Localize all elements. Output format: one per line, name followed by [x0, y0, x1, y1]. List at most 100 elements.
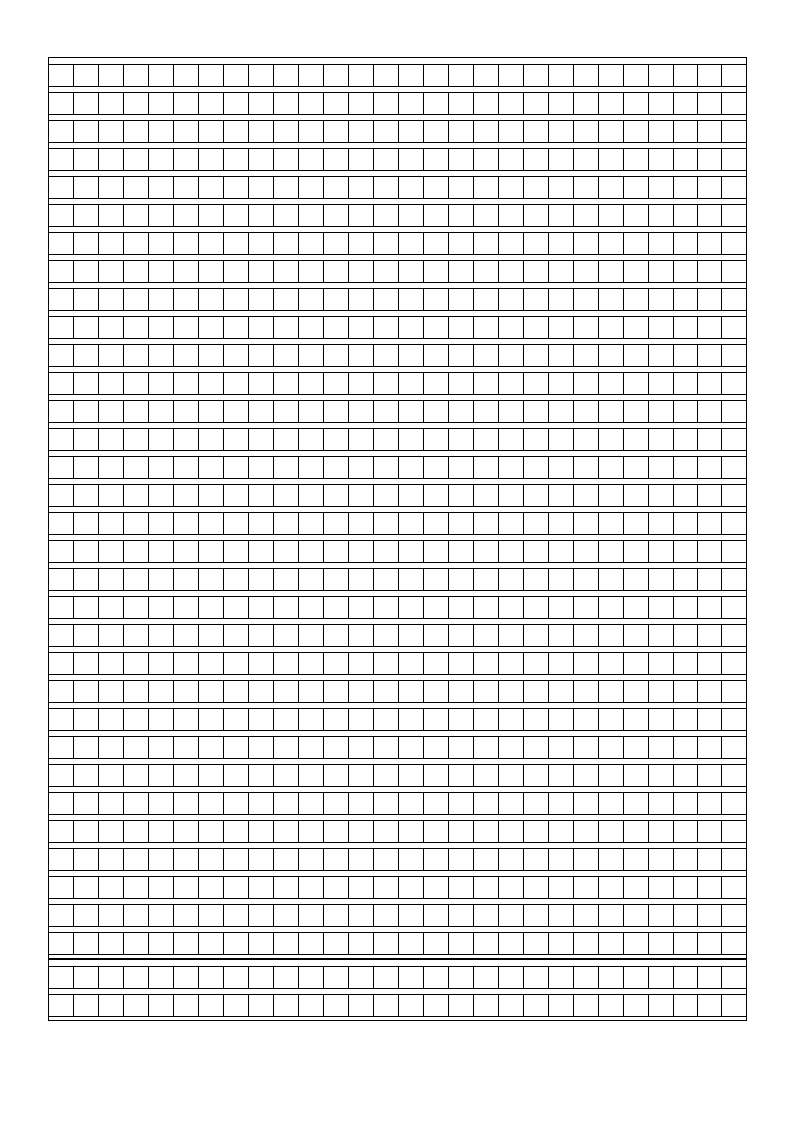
- grid-cell: [324, 373, 349, 394]
- grid-cell: [499, 569, 524, 590]
- grid-cell: [249, 709, 274, 730]
- row-spacer: [49, 870, 746, 877]
- grid-cell: [499, 765, 524, 786]
- grid-cell: [299, 821, 324, 842]
- grid-cell: [722, 737, 746, 758]
- grid-cell: [549, 793, 574, 814]
- grid-cell: [649, 261, 674, 282]
- grid-cell: [722, 65, 746, 86]
- grid-cell: [524, 625, 549, 646]
- grid-cell: [124, 905, 149, 926]
- grid-cell: [599, 457, 624, 478]
- grid-cell: [424, 205, 449, 226]
- grid-cell: [199, 261, 224, 282]
- grid-cell: [574, 345, 599, 366]
- grid-cell: [74, 625, 99, 646]
- grid-cell: [99, 793, 124, 814]
- row-spacer: [49, 988, 746, 995]
- grid-cell: [524, 541, 549, 562]
- grid-cell: [624, 457, 649, 478]
- grid-cell: [74, 597, 99, 618]
- grid-cell: [698, 93, 722, 114]
- grid-cell: [149, 177, 174, 198]
- grid-cell: [649, 681, 674, 702]
- grid-cell: [299, 121, 324, 142]
- grid-cell: [174, 317, 199, 338]
- grid-cell: [449, 737, 474, 758]
- grid-cell: [199, 233, 224, 254]
- grid-cell: [124, 261, 149, 282]
- grid-cell: [524, 681, 549, 702]
- grid-cell: [149, 967, 174, 988]
- grid-cell: [474, 93, 499, 114]
- grid-cell: [349, 289, 374, 310]
- grid-cell: [674, 995, 698, 1016]
- grid-cell: [449, 995, 474, 1016]
- grid-cell: [324, 569, 349, 590]
- grid-cell: [499, 233, 524, 254]
- grid-cell: [124, 345, 149, 366]
- grid-cell: [399, 485, 424, 506]
- grid-cell: [224, 877, 249, 898]
- grid-cell: [199, 905, 224, 926]
- grid-cell: [174, 905, 199, 926]
- grid-cell: [424, 401, 449, 422]
- grid-cell: [649, 569, 674, 590]
- grid-cell: [399, 995, 424, 1016]
- grid-cell: [324, 261, 349, 282]
- grid-row: [49, 709, 746, 730]
- grid-cell: [474, 289, 499, 310]
- grid-cell: [99, 709, 124, 730]
- grid-cell: [698, 849, 722, 870]
- grid-cell: [49, 289, 74, 310]
- grid-cell: [399, 569, 424, 590]
- grid-cell: [524, 401, 549, 422]
- row-spacer: [49, 1016, 746, 1020]
- grid-cell: [74, 821, 99, 842]
- grid-cell: [74, 121, 99, 142]
- grid-cell: [698, 429, 722, 450]
- grid-cell: [99, 149, 124, 170]
- grid-cell: [722, 709, 746, 730]
- grid-cell: [649, 877, 674, 898]
- manuscript-grid-sheet: [48, 57, 747, 1021]
- grid-cell: [399, 457, 424, 478]
- grid-cell: [574, 401, 599, 422]
- grid-cell: [149, 541, 174, 562]
- grid-cell: [722, 821, 746, 842]
- grid-cell: [374, 65, 399, 86]
- grid-cell: [674, 569, 698, 590]
- grid-row: [49, 121, 746, 142]
- grid-cell: [449, 429, 474, 450]
- row-spacer: [49, 960, 746, 967]
- row-spacer: [49, 170, 746, 177]
- grid-cell: [149, 933, 174, 954]
- grid-cell: [449, 149, 474, 170]
- grid-cell: [549, 317, 574, 338]
- grid-cell: [199, 597, 224, 618]
- grid-cell: [324, 597, 349, 618]
- grid-cell: [524, 905, 549, 926]
- grid-cell: [374, 373, 399, 394]
- grid-cell: [124, 681, 149, 702]
- grid-cell: [224, 597, 249, 618]
- grid-cell: [299, 289, 324, 310]
- grid-cell: [649, 233, 674, 254]
- grid-cell: [224, 373, 249, 394]
- grid-cell: [674, 93, 698, 114]
- grid-cell: [324, 485, 349, 506]
- grid-cell: [349, 373, 374, 394]
- grid-cell: [674, 765, 698, 786]
- grid-cell: [149, 93, 174, 114]
- grid-cell: [649, 625, 674, 646]
- grid-cell: [674, 821, 698, 842]
- grid-cell: [99, 205, 124, 226]
- grid-cell: [274, 93, 299, 114]
- grid-cell: [124, 569, 149, 590]
- grid-cell: [549, 877, 574, 898]
- grid-cell: [174, 373, 199, 394]
- grid-cell: [599, 289, 624, 310]
- grid-cell: [574, 261, 599, 282]
- grid-cell: [574, 233, 599, 254]
- grid-cell: [624, 177, 649, 198]
